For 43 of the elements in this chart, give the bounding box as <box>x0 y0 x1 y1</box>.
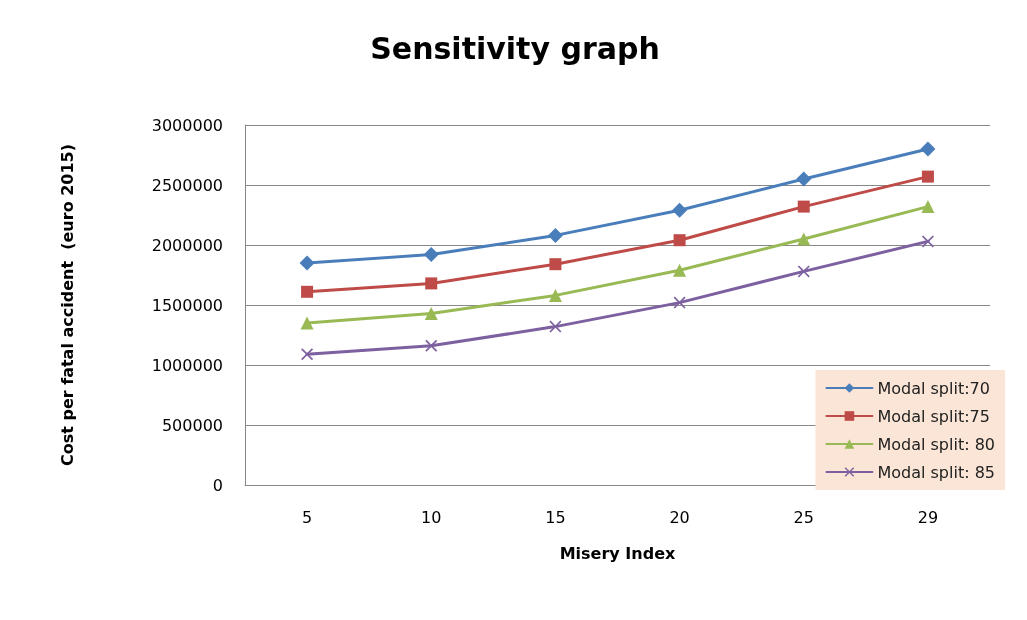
chart-title: Sensitivity graph <box>370 30 660 66</box>
legend-label: Modal split: 80 <box>877 434 995 454</box>
point <box>673 263 687 277</box>
legend-label: Modal split:70 <box>877 378 990 398</box>
x-tick-label: 10 <box>421 507 442 527</box>
point <box>921 200 935 214</box>
x-tick-label: 20 <box>669 507 690 527</box>
point <box>920 141 936 157</box>
x-tick-label: 15 <box>545 507 566 527</box>
y-tick-label: 1000000 <box>151 355 223 375</box>
y-axis-title: Cost per fatal accident (euro 2015) <box>57 143 77 467</box>
point <box>425 339 438 352</box>
point <box>797 232 811 246</box>
point <box>921 170 934 183</box>
y-tick-label: 1500000 <box>151 295 223 315</box>
point <box>796 171 812 187</box>
point <box>423 247 439 263</box>
y-tick-label: 500000 <box>161 415 223 435</box>
y-tick-label: 2000000 <box>151 235 223 255</box>
point <box>424 306 438 320</box>
y-tick-label: 3000000 <box>151 115 223 135</box>
legend-label: Modal split:75 <box>877 406 990 426</box>
point <box>548 288 562 302</box>
point <box>797 265 810 278</box>
x-tick-label: 25 <box>793 507 814 527</box>
point <box>301 285 314 298</box>
point <box>300 316 314 330</box>
legend-label: Modal split: 85 <box>877 462 995 482</box>
x-tick-label: 5 <box>301 507 313 527</box>
point <box>301 348 314 361</box>
point <box>425 277 438 290</box>
point <box>673 234 686 247</box>
point <box>547 227 563 243</box>
point <box>299 255 315 271</box>
y-tick-label: 2500000 <box>151 175 223 195</box>
point <box>797 200 810 213</box>
point <box>549 258 562 271</box>
point <box>672 202 688 218</box>
point <box>673 296 686 309</box>
y-tick-label: 0 <box>212 475 223 495</box>
point <box>549 320 562 333</box>
x-axis-title: Misery Index <box>559 543 676 563</box>
x-tick-label: 29 <box>917 507 939 527</box>
